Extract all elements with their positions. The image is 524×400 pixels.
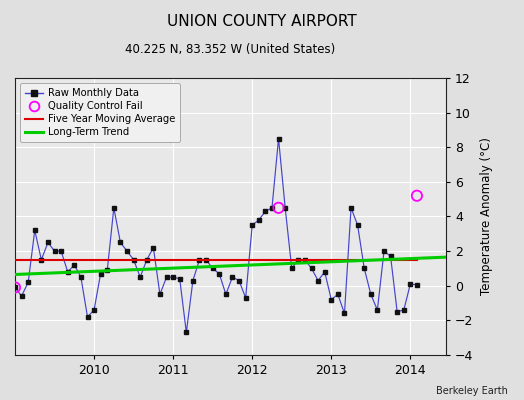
Text: UNION COUNTY AIRPORT: UNION COUNTY AIRPORT xyxy=(167,14,357,29)
Y-axis label: Temperature Anomaly (°C): Temperature Anomaly (°C) xyxy=(481,138,493,296)
Point xyxy=(413,192,421,199)
Point xyxy=(275,205,283,211)
Text: Berkeley Earth: Berkeley Earth xyxy=(436,386,508,396)
Point xyxy=(11,284,19,291)
Title: 40.225 N, 83.352 W (United States): 40.225 N, 83.352 W (United States) xyxy=(125,43,335,56)
Legend: Raw Monthly Data, Quality Control Fail, Five Year Moving Average, Long-Term Tren: Raw Monthly Data, Quality Control Fail, … xyxy=(20,83,180,142)
